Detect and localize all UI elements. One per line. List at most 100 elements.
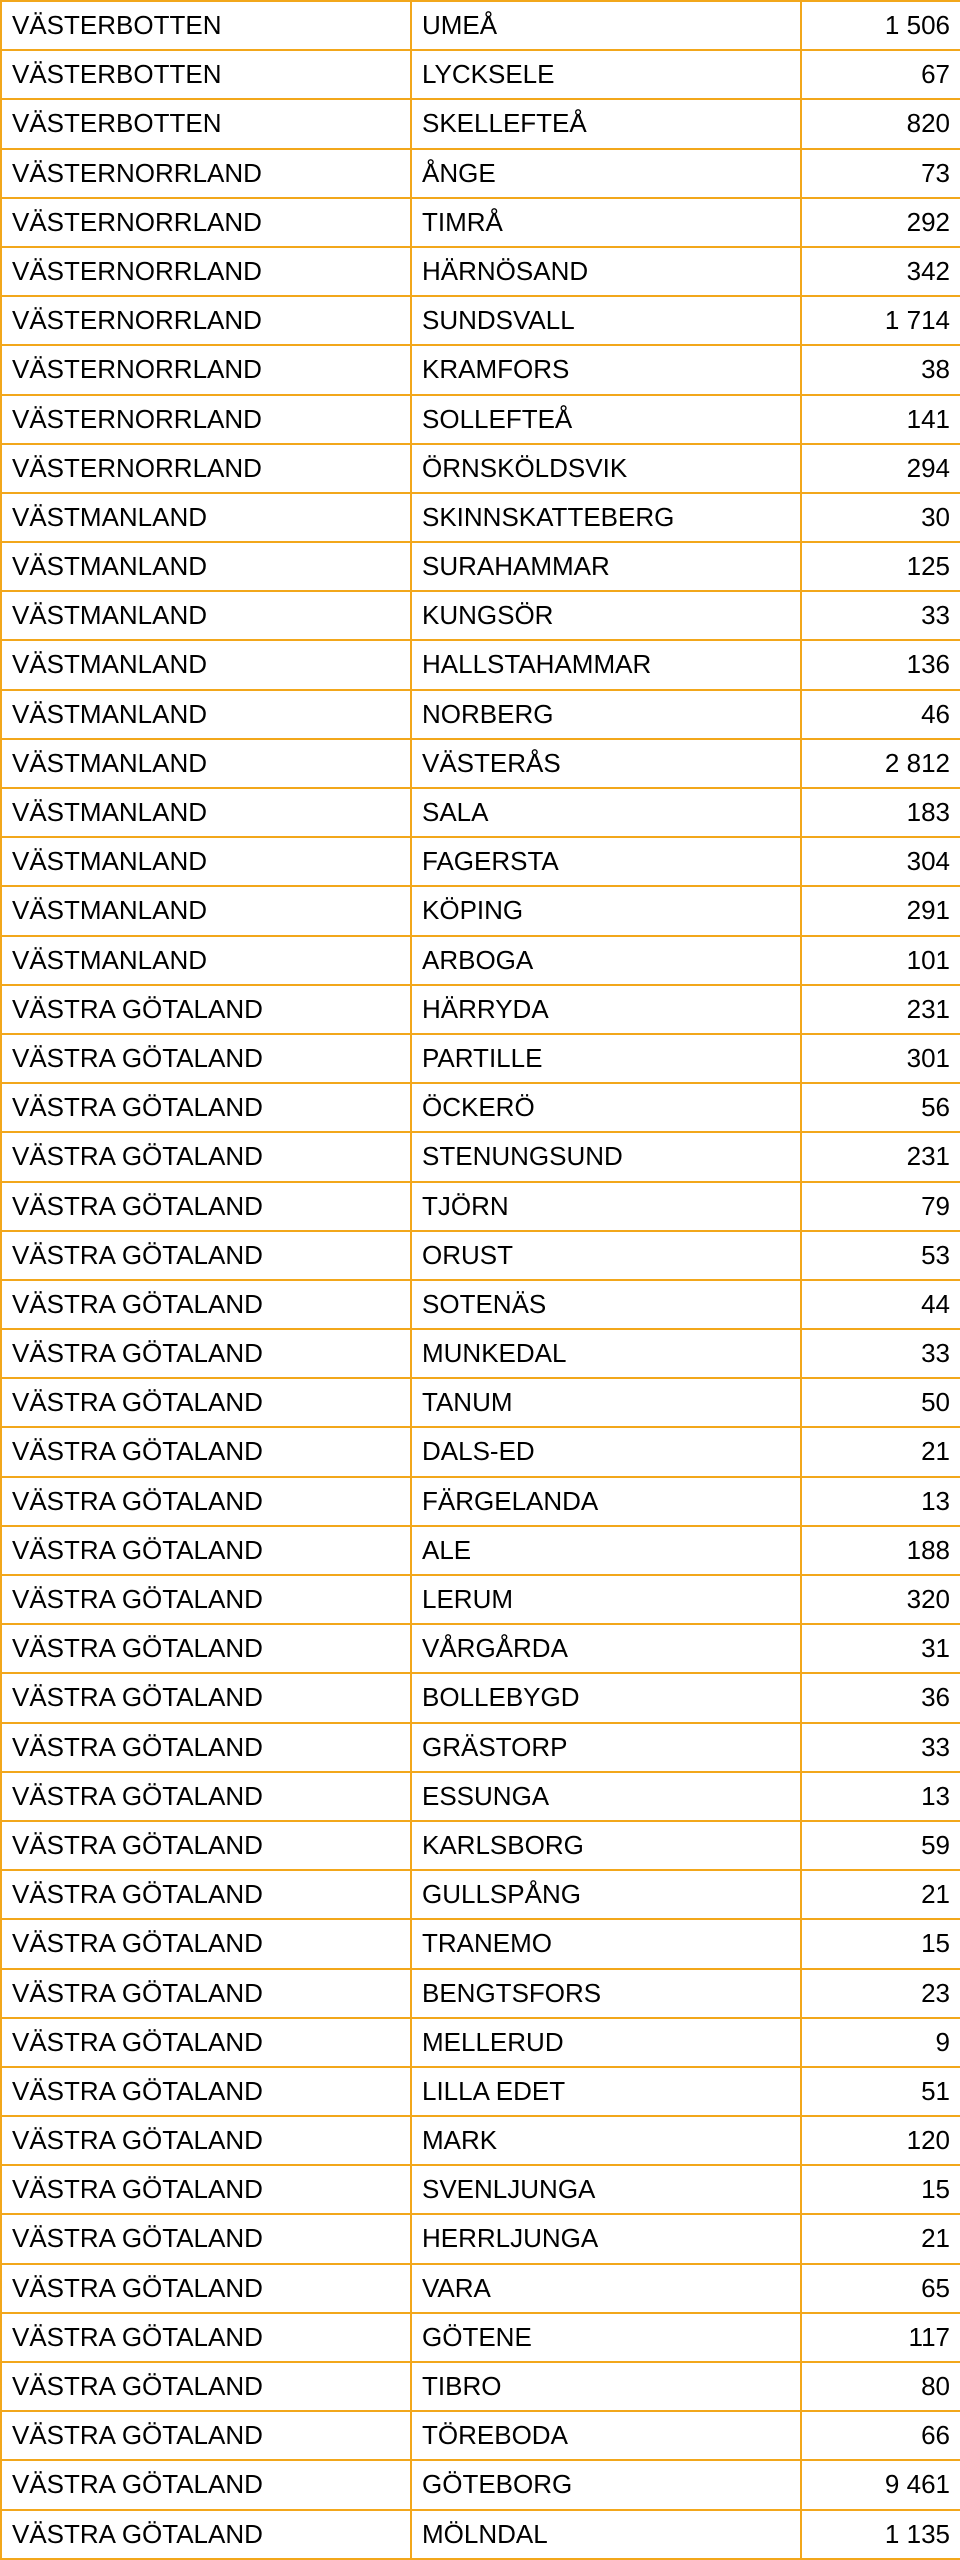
city-cell: ESSUNGA bbox=[411, 1772, 801, 1821]
region-cell: VÄSTRA GÖTALAND bbox=[1, 1870, 411, 1919]
city-cell: LERUM bbox=[411, 1575, 801, 1624]
value-cell: 56 bbox=[801, 1083, 960, 1132]
city-cell: TANUM bbox=[411, 1378, 801, 1427]
table-row: VÄSTRA GÖTALANDFÄRGELANDA13 bbox=[1, 1477, 960, 1526]
city-cell: GÖTEBORG bbox=[411, 2460, 801, 2509]
city-cell: TJÖRN bbox=[411, 1182, 801, 1231]
value-cell: 231 bbox=[801, 985, 960, 1034]
region-cell: VÄSTRA GÖTALAND bbox=[1, 1182, 411, 1231]
table-row: VÄSTRA GÖTALANDTJÖRN79 bbox=[1, 1182, 960, 1231]
city-cell: SKINNSKATTEBERG bbox=[411, 493, 801, 542]
table-row: VÄSTMANLANDVÄSTERÅS2 812 bbox=[1, 739, 960, 788]
region-cell: VÄSTRA GÖTALAND bbox=[1, 1673, 411, 1722]
region-cell: VÄSTMANLAND bbox=[1, 493, 411, 542]
table-row: VÄSTRA GÖTALANDMUNKEDAL33 bbox=[1, 1329, 960, 1378]
table-row: VÄSTERNORRLANDTIMRÅ292 bbox=[1, 198, 960, 247]
value-cell: 33 bbox=[801, 1329, 960, 1378]
city-cell: KUNGSÖR bbox=[411, 591, 801, 640]
city-cell: HÄRNÖSAND bbox=[411, 247, 801, 296]
city-cell: TÖREBODA bbox=[411, 2411, 801, 2460]
region-cell: VÄSTRA GÖTALAND bbox=[1, 1034, 411, 1083]
table-body: VÄSTERBOTTENUMEÅ1 506VÄSTERBOTTENLYCKSEL… bbox=[1, 1, 960, 2559]
city-cell: HALLSTAHAMMAR bbox=[411, 640, 801, 689]
table-row: VÄSTRA GÖTALANDGRÄSTORP33 bbox=[1, 1723, 960, 1772]
value-cell: 21 bbox=[801, 1427, 960, 1476]
value-cell: 13 bbox=[801, 1772, 960, 1821]
region-cell: VÄSTRA GÖTALAND bbox=[1, 1083, 411, 1132]
value-cell: 33 bbox=[801, 1723, 960, 1772]
table-row: VÄSTMANLANDHALLSTAHAMMAR136 bbox=[1, 640, 960, 689]
region-cell: VÄSTMANLAND bbox=[1, 837, 411, 886]
city-cell: SOTENÄS bbox=[411, 1280, 801, 1329]
region-cell: VÄSTMANLAND bbox=[1, 739, 411, 788]
table-row: VÄSTRA GÖTALANDORUST53 bbox=[1, 1231, 960, 1280]
region-cell: VÄSTMANLAND bbox=[1, 788, 411, 837]
value-cell: 231 bbox=[801, 1132, 960, 1181]
region-cell: VÄSTRA GÖTALAND bbox=[1, 1575, 411, 1624]
value-cell: 342 bbox=[801, 247, 960, 296]
table-row: VÄSTMANLANDSKINNSKATTEBERG30 bbox=[1, 493, 960, 542]
region-cell: VÄSTRA GÖTALAND bbox=[1, 2067, 411, 2116]
table-row: VÄSTERBOTTENUMEÅ1 506 bbox=[1, 1, 960, 50]
region-cell: VÄSTRA GÖTALAND bbox=[1, 1329, 411, 1378]
value-cell: 1 714 bbox=[801, 296, 960, 345]
region-cell: VÄSTERNORRLAND bbox=[1, 149, 411, 198]
region-cell: VÄSTRA GÖTALAND bbox=[1, 1723, 411, 1772]
value-cell: 1 135 bbox=[801, 2510, 960, 2559]
city-cell: TIBRO bbox=[411, 2362, 801, 2411]
table-row: VÄSTRA GÖTALANDTANUM50 bbox=[1, 1378, 960, 1427]
city-cell: DALS-ED bbox=[411, 1427, 801, 1476]
table-row: VÄSTRA GÖTALANDPARTILLE301 bbox=[1, 1034, 960, 1083]
value-cell: 36 bbox=[801, 1673, 960, 1722]
city-cell: LYCKSELE bbox=[411, 50, 801, 99]
city-cell: HERRLJUNGA bbox=[411, 2214, 801, 2263]
region-cell: VÄSTRA GÖTALAND bbox=[1, 2264, 411, 2313]
value-cell: 9 461 bbox=[801, 2460, 960, 2509]
table-row: VÄSTRA GÖTALANDGÖTENE117 bbox=[1, 2313, 960, 2362]
city-cell: FAGERSTA bbox=[411, 837, 801, 886]
city-cell: LILLA EDET bbox=[411, 2067, 801, 2116]
region-cell: VÄSTERNORRLAND bbox=[1, 247, 411, 296]
region-cell: VÄSTRA GÖTALAND bbox=[1, 2214, 411, 2263]
city-cell: UMEÅ bbox=[411, 1, 801, 50]
table-row: VÄSTRA GÖTALANDVÅRGÅRDA31 bbox=[1, 1624, 960, 1673]
region-cell: VÄSTMANLAND bbox=[1, 591, 411, 640]
city-cell: ARBOGA bbox=[411, 936, 801, 985]
region-cell: VÄSTRA GÖTALAND bbox=[1, 2411, 411, 2460]
city-cell: ÖCKERÖ bbox=[411, 1083, 801, 1132]
table-row: VÄSTRA GÖTALANDLILLA EDET51 bbox=[1, 2067, 960, 2116]
table-row: VÄSTERNORRLANDKRAMFORS38 bbox=[1, 345, 960, 394]
city-cell: GÖTENE bbox=[411, 2313, 801, 2362]
table-row: VÄSTERNORRLANDSOLLEFTEÅ141 bbox=[1, 395, 960, 444]
table-row: VÄSTRA GÖTALANDSVENLJUNGA15 bbox=[1, 2165, 960, 2214]
region-cell: VÄSTRA GÖTALAND bbox=[1, 2362, 411, 2411]
city-cell: GRÄSTORP bbox=[411, 1723, 801, 1772]
table-row: VÄSTERNORRLANDHÄRNÖSAND342 bbox=[1, 247, 960, 296]
value-cell: 30 bbox=[801, 493, 960, 542]
table-row: VÄSTMANLANDFAGERSTA304 bbox=[1, 837, 960, 886]
value-cell: 1 506 bbox=[801, 1, 960, 50]
value-cell: 304 bbox=[801, 837, 960, 886]
value-cell: 301 bbox=[801, 1034, 960, 1083]
value-cell: 31 bbox=[801, 1624, 960, 1673]
value-cell: 292 bbox=[801, 198, 960, 247]
city-cell: TIMRÅ bbox=[411, 198, 801, 247]
table-row: VÄSTMANLANDARBOGA101 bbox=[1, 936, 960, 985]
table-row: VÄSTRA GÖTALANDGULLSPÅNG21 bbox=[1, 1870, 960, 1919]
table-row: VÄSTRA GÖTALANDTRANEMO15 bbox=[1, 1919, 960, 1968]
value-cell: 33 bbox=[801, 591, 960, 640]
city-cell: KARLSBORG bbox=[411, 1821, 801, 1870]
value-cell: 820 bbox=[801, 99, 960, 148]
value-cell: 183 bbox=[801, 788, 960, 837]
value-cell: 320 bbox=[801, 1575, 960, 1624]
value-cell: 46 bbox=[801, 690, 960, 739]
value-cell: 65 bbox=[801, 2264, 960, 2313]
table-row: VÄSTRA GÖTALANDESSUNGA13 bbox=[1, 1772, 960, 1821]
region-cell: VÄSTRA GÖTALAND bbox=[1, 1427, 411, 1476]
region-cell: VÄSTMANLAND bbox=[1, 640, 411, 689]
city-cell: KRAMFORS bbox=[411, 345, 801, 394]
table-row: VÄSTERNORRLANDSUNDSVALL1 714 bbox=[1, 296, 960, 345]
region-cell: VÄSTRA GÖTALAND bbox=[1, 1477, 411, 1526]
region-cell: VÄSTMANLAND bbox=[1, 542, 411, 591]
value-cell: 136 bbox=[801, 640, 960, 689]
